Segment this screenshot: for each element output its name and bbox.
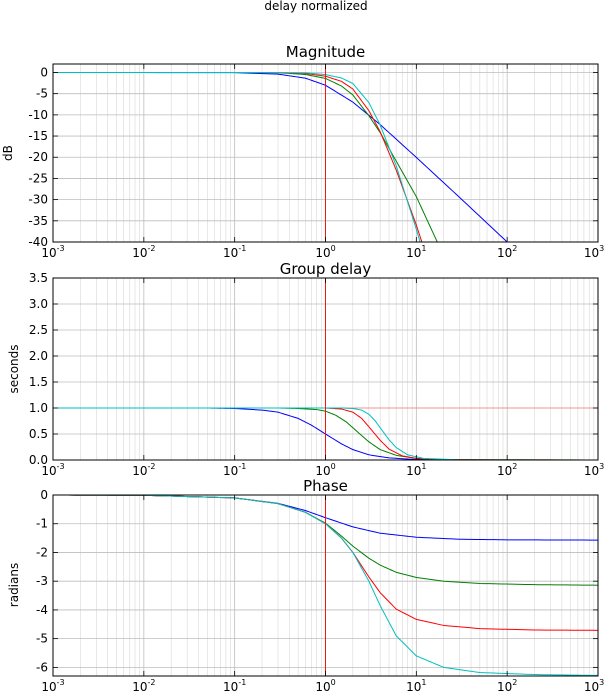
x-tick-label: 10-2: [132, 244, 155, 260]
x-tick-label: 103: [584, 678, 604, 694]
x-tick-label: 10-3: [41, 462, 64, 478]
y-tick-label: -5: [36, 87, 48, 101]
x-tick-label: 100: [315, 462, 335, 478]
y-tick-label: -30: [28, 193, 48, 207]
minor-grid: [80, 278, 595, 460]
tick-marks: [52, 277, 599, 461]
tick-marks: [52, 64, 599, 243]
x-tick-label: 10-3: [41, 678, 64, 694]
y-axis-label: dB: [1, 145, 15, 161]
y-tick-label: 2.5: [29, 323, 48, 337]
x-tick-label: 10-3: [41, 244, 64, 260]
y-tick-label: -20: [28, 150, 48, 164]
x-tick-label: 103: [584, 462, 604, 478]
y-tick-label: 1.0: [29, 401, 48, 415]
group-delay-panel: 3.5 3.0 2.5 2.0 1.5 1.0 0.5 0.010-3 10-2 10-1 100 1…: [7, 260, 604, 478]
x-tick-label: 101: [406, 678, 426, 694]
y-tick-label: -1: [36, 517, 48, 531]
y-axis-label: radians: [7, 563, 21, 607]
x-tick-label: 100: [315, 678, 335, 694]
subplot-title: Group delay: [280, 260, 372, 278]
x-tick-label: 102: [497, 244, 517, 260]
x-tick-label: 10-2: [132, 462, 155, 478]
y-tick-label: -25: [28, 171, 48, 185]
y-tick-label: -40: [28, 235, 48, 249]
x-tick-label: 101: [406, 462, 426, 478]
series-line-4: [53, 71, 421, 242]
y-tick-label: 1.5: [29, 375, 48, 389]
series-group: [53, 495, 598, 676]
y-tick-label: -35: [28, 214, 48, 228]
x-tick-label: 103: [584, 244, 604, 260]
phase-panel: 0 -1 -2 -3 -4 -5 -6 10-3 10-2 10-1 100 101 102 103 Pha…: [7, 477, 604, 694]
series-line-1: [53, 71, 508, 242]
tick-marks: [52, 494, 599, 676]
x-tick-label: 10-1: [223, 244, 246, 260]
y-tick-label: 0.0: [29, 453, 48, 467]
y-tick-label: -3: [36, 574, 48, 588]
y-tick-label: 0: [40, 65, 48, 79]
y-tick-label: 3.5: [29, 271, 48, 285]
y-axis-label: seconds: [7, 344, 21, 393]
y-tick-label: 3.0: [29, 297, 48, 311]
y-tick-label: -6: [36, 660, 48, 674]
subplot-title: Phase: [303, 477, 348, 495]
y-tick-label: -10: [28, 108, 48, 122]
y-tick-label: 0.5: [29, 427, 48, 441]
series-line-4: [53, 495, 598, 676]
y-tick-label: -4: [36, 603, 48, 617]
x-tick-label: 100: [315, 244, 335, 260]
y-tick-label: 0: [40, 488, 48, 502]
series-group: [53, 71, 508, 242]
y-tick-label: -2: [36, 545, 48, 559]
y-tick-label: -15: [28, 129, 48, 143]
figure-title: delay normalized: [264, 0, 367, 13]
subplot-title: Magnitude: [286, 43, 365, 61]
y-tick-label: 2.0: [29, 349, 48, 363]
y-tick-label: -5: [36, 632, 48, 646]
x-tick-label: 10-1: [223, 462, 246, 478]
x-tick-label: 10-2: [132, 678, 155, 694]
series-line-4: [53, 407, 598, 460]
x-tick-label: 10-1: [223, 678, 246, 694]
x-tick-label: 102: [497, 678, 517, 694]
x-tick-label: 102: [497, 462, 517, 478]
x-tick-label: 101: [406, 244, 426, 260]
